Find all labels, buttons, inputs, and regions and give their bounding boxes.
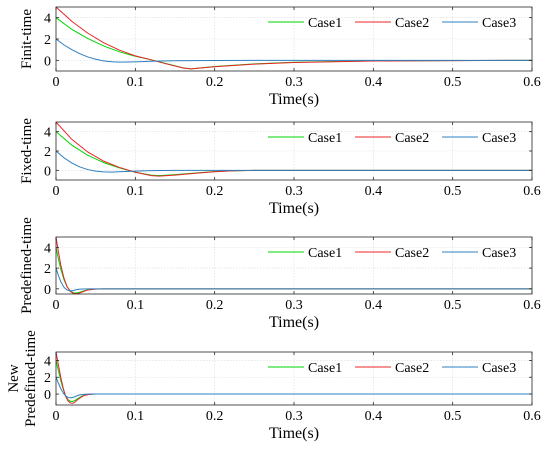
legend-label-case2: Case2	[395, 361, 429, 376]
x-tick-label: 0	[53, 75, 60, 90]
legend-label-case3: Case3	[482, 16, 516, 31]
legend-label-case3: Case3	[482, 246, 516, 261]
y-tick-label: 2	[44, 371, 51, 386]
y-axis-label: Predefined-time	[19, 217, 35, 314]
y-tick-label: 0	[44, 283, 51, 298]
x-tick-label: 0.5	[444, 184, 462, 199]
y-tick-label: 4	[44, 354, 51, 369]
y-tick-label: 2	[44, 33, 51, 48]
legend-label-case1: Case1	[308, 246, 342, 261]
chart-panel-1: 0 0.1 0.2 0.3 0.4 0.5 0.6 0 2 4 Time(s) Finit-time C…	[19, 6, 541, 108]
legend-label-case1: Case1	[308, 361, 342, 376]
y-tick-label: 4	[44, 126, 51, 141]
chart-panel-4: 0 0.1 0.2 0.3 0.4 0.5 0.6 0 2 4 Time(s) NewPredefin…	[6, 330, 541, 442]
series-line-case3	[55, 150, 532, 173]
chart-panel-2: 0 0.1 0.2 0.3 0.4 0.5 0.6 0 2 4 Time(s) Fixed-time C…	[19, 118, 541, 217]
x-tick-label: 0.4	[365, 298, 383, 313]
chart-panel-3: 0 0.1 0.2 0.3 0.4 0.5 0.6 0 2 4 Time(s) Predefined-…	[19, 217, 541, 331]
x-tick-label: 0.1	[127, 75, 145, 90]
legend-label-case1: Case1	[308, 131, 342, 146]
x-tick-label: 0.5	[444, 409, 462, 424]
x-tick-label: 0.3	[285, 184, 303, 199]
x-tick-label: 0.6	[523, 184, 541, 199]
y-tick-label: 4	[44, 241, 51, 256]
plot-area	[56, 352, 532, 405]
legend-label-case1: Case1	[308, 16, 342, 31]
y-axis-label-line: New	[6, 364, 22, 392]
x-tick-label: 0.4	[365, 75, 383, 90]
x-tick-label: 0.6	[523, 298, 541, 313]
x-tick-label: 0.5	[444, 75, 462, 90]
legend: Case1 Case2 Case3	[268, 246, 516, 261]
x-tick-label: 0.2	[206, 184, 224, 199]
legend: Case1 Case2 Case3	[268, 361, 516, 376]
legend-label-case2: Case2	[395, 246, 429, 261]
y-tick-label: 0	[44, 388, 51, 403]
x-tick-label: 0.1	[127, 298, 145, 313]
x-tick-label: 0.2	[206, 298, 224, 313]
legend-label-case3: Case3	[482, 131, 516, 146]
x-tick-label: 0	[53, 409, 60, 424]
x-axis-label: Time(s)	[269, 200, 319, 217]
series-line-case2	[55, 6, 533, 70]
x-axis-label: Time(s)	[269, 91, 319, 108]
x-tick-label: 0.5	[444, 298, 462, 313]
x-tick-label: 0.2	[206, 409, 224, 424]
x-tick-label: 0.4	[365, 184, 383, 199]
y-tick-label: 0	[44, 164, 51, 179]
x-tick-label: 0.2	[206, 75, 224, 90]
y-axis-label-line: Predefined-time	[23, 330, 39, 427]
x-tick-label: 0.1	[127, 409, 145, 424]
y-tick-label: 0	[44, 54, 51, 69]
legend: Case1 Case2 Case3	[268, 131, 516, 146]
x-tick-label: 0.1	[127, 184, 145, 199]
x-tick-label: 0	[53, 184, 60, 199]
series-line-case2	[55, 351, 532, 404]
x-tick-label: 0.3	[285, 75, 303, 90]
y-axis-label: NewPredefined-time	[6, 330, 39, 427]
y-tick-label: 2	[44, 262, 51, 277]
series-line-case3	[55, 267, 532, 292]
legend-label-case3: Case3	[482, 361, 516, 376]
x-tick-label: 0	[53, 298, 60, 313]
x-tick-label: 0.6	[523, 75, 541, 90]
legend: Case1 Case2 Case3	[268, 16, 516, 31]
y-axis-label: Fixed-time	[19, 118, 35, 184]
legend-label-case2: Case2	[395, 131, 429, 146]
x-tick-label: 0.6	[523, 409, 541, 424]
series-line-case3	[55, 377, 532, 399]
y-tick-label: 4	[44, 12, 51, 27]
x-tick-label: 0.3	[285, 298, 303, 313]
x-tick-label: 0.4	[365, 409, 383, 424]
y-tick-label: 2	[44, 145, 51, 160]
x-axis-label: Time(s)	[269, 425, 319, 442]
x-tick-label: 0.3	[285, 409, 303, 424]
series-line-case3	[55, 38, 532, 63]
legend-label-case2: Case2	[395, 16, 429, 31]
x-axis-label: Time(s)	[269, 314, 319, 331]
y-axis-label: Finit-time	[19, 9, 35, 69]
